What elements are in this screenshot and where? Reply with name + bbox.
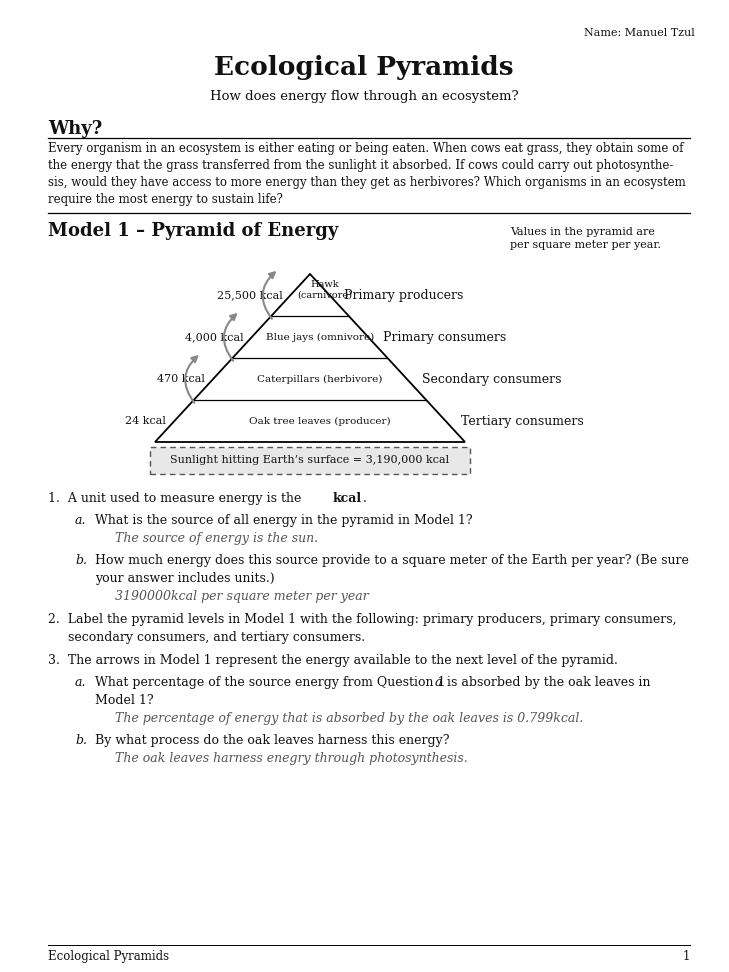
Text: a: a — [435, 676, 443, 689]
Text: Secondary consumers: Secondary consumers — [422, 372, 561, 386]
Text: Ecological Pyramids: Ecological Pyramids — [48, 950, 169, 963]
Text: The percentage of energy that is absorbed by the oak leaves is 0.799kcal.: The percentage of energy that is absorbe… — [115, 712, 583, 725]
Text: the energy that the grass transferred from the sunlight it absorbed. If cows cou: the energy that the grass transferred fr… — [48, 159, 674, 172]
Text: 3190000kcal per square meter per year: 3190000kcal per square meter per year — [115, 590, 369, 603]
Text: 3.  The arrows in Model 1 represent the energy available to the next level of th: 3. The arrows in Model 1 represent the e… — [48, 654, 618, 667]
Text: Values in the pyramid are: Values in the pyramid are — [510, 227, 655, 237]
Text: Sunlight hitting Earth’s surface = 3,190,000 kcal: Sunlight hitting Earth’s surface = 3,190… — [171, 456, 450, 466]
Text: your answer includes units.): your answer includes units.) — [95, 572, 275, 585]
Text: Primary consumers: Primary consumers — [383, 330, 507, 343]
Text: Caterpillars (herbivore): Caterpillars (herbivore) — [257, 374, 383, 384]
Text: Every organism in an ecosystem is either eating or being eaten. When cows eat gr: Every organism in an ecosystem is either… — [48, 142, 684, 155]
Text: secondary consumers, and tertiary consumers.: secondary consumers, and tertiary consum… — [68, 631, 365, 644]
Text: 4,000 kcal: 4,000 kcal — [185, 332, 244, 342]
Text: a.: a. — [75, 514, 87, 527]
Text: Hawk
(carnivore): Hawk (carnivore) — [297, 280, 353, 299]
Text: kcal: kcal — [333, 492, 362, 505]
Text: b.: b. — [75, 734, 87, 747]
Text: What percentage of the source energy from Question 1: What percentage of the source energy fro… — [95, 676, 445, 689]
Text: per square meter per year.: per square meter per year. — [510, 240, 661, 250]
Text: Model 1?: Model 1? — [95, 694, 154, 707]
Text: What is the source of all energy in the pyramid in Model 1?: What is the source of all energy in the … — [95, 514, 472, 527]
Text: 24 kcal: 24 kcal — [125, 416, 166, 426]
Text: How does energy flow through an ecosystem?: How does energy flow through an ecosyste… — [210, 90, 518, 103]
Text: Ecological Pyramids: Ecological Pyramids — [214, 55, 514, 80]
Text: 1: 1 — [682, 950, 690, 963]
FancyBboxPatch shape — [150, 447, 470, 474]
Text: Tertiary consumers: Tertiary consumers — [461, 414, 583, 428]
Text: Oak tree leaves (producer): Oak tree leaves (producer) — [249, 416, 391, 426]
Text: b.: b. — [75, 554, 87, 567]
Text: By what process do the oak leaves harness this energy?: By what process do the oak leaves harnes… — [95, 734, 450, 747]
Text: The oak leaves harness enegry through photosynthesis.: The oak leaves harness enegry through ph… — [115, 752, 468, 765]
Text: The source of energy is the sun.: The source of energy is the sun. — [115, 532, 318, 545]
Text: sis, would they have access to more energy than they get as herbivores? Which or: sis, would they have access to more ener… — [48, 176, 686, 189]
Text: is absorbed by the oak leaves in: is absorbed by the oak leaves in — [443, 676, 650, 689]
Text: 25,500 kcal: 25,500 kcal — [217, 290, 283, 300]
Text: Primary producers: Primary producers — [344, 289, 464, 301]
Text: a.: a. — [75, 676, 87, 689]
Text: 1.  A unit used to measure energy is the: 1. A unit used to measure energy is the — [48, 492, 305, 505]
Text: Blue jays (omnivore): Blue jays (omnivore) — [266, 332, 374, 341]
Text: Why?: Why? — [48, 120, 102, 138]
Text: require the most energy to sustain life?: require the most energy to sustain life? — [48, 193, 283, 206]
Text: 470 kcal: 470 kcal — [157, 374, 205, 384]
Text: How much energy does this source provide to a square meter of the Earth per year: How much energy does this source provide… — [95, 554, 689, 567]
Text: .: . — [363, 492, 367, 505]
Text: Name: Manuel Tzul: Name: Manuel Tzul — [584, 28, 695, 38]
Text: 2.  Label the pyramid levels in Model 1 with the following: primary producers, p: 2. Label the pyramid levels in Model 1 w… — [48, 613, 677, 626]
Text: Model 1 – Pyramid of Energy: Model 1 – Pyramid of Energy — [48, 222, 338, 240]
